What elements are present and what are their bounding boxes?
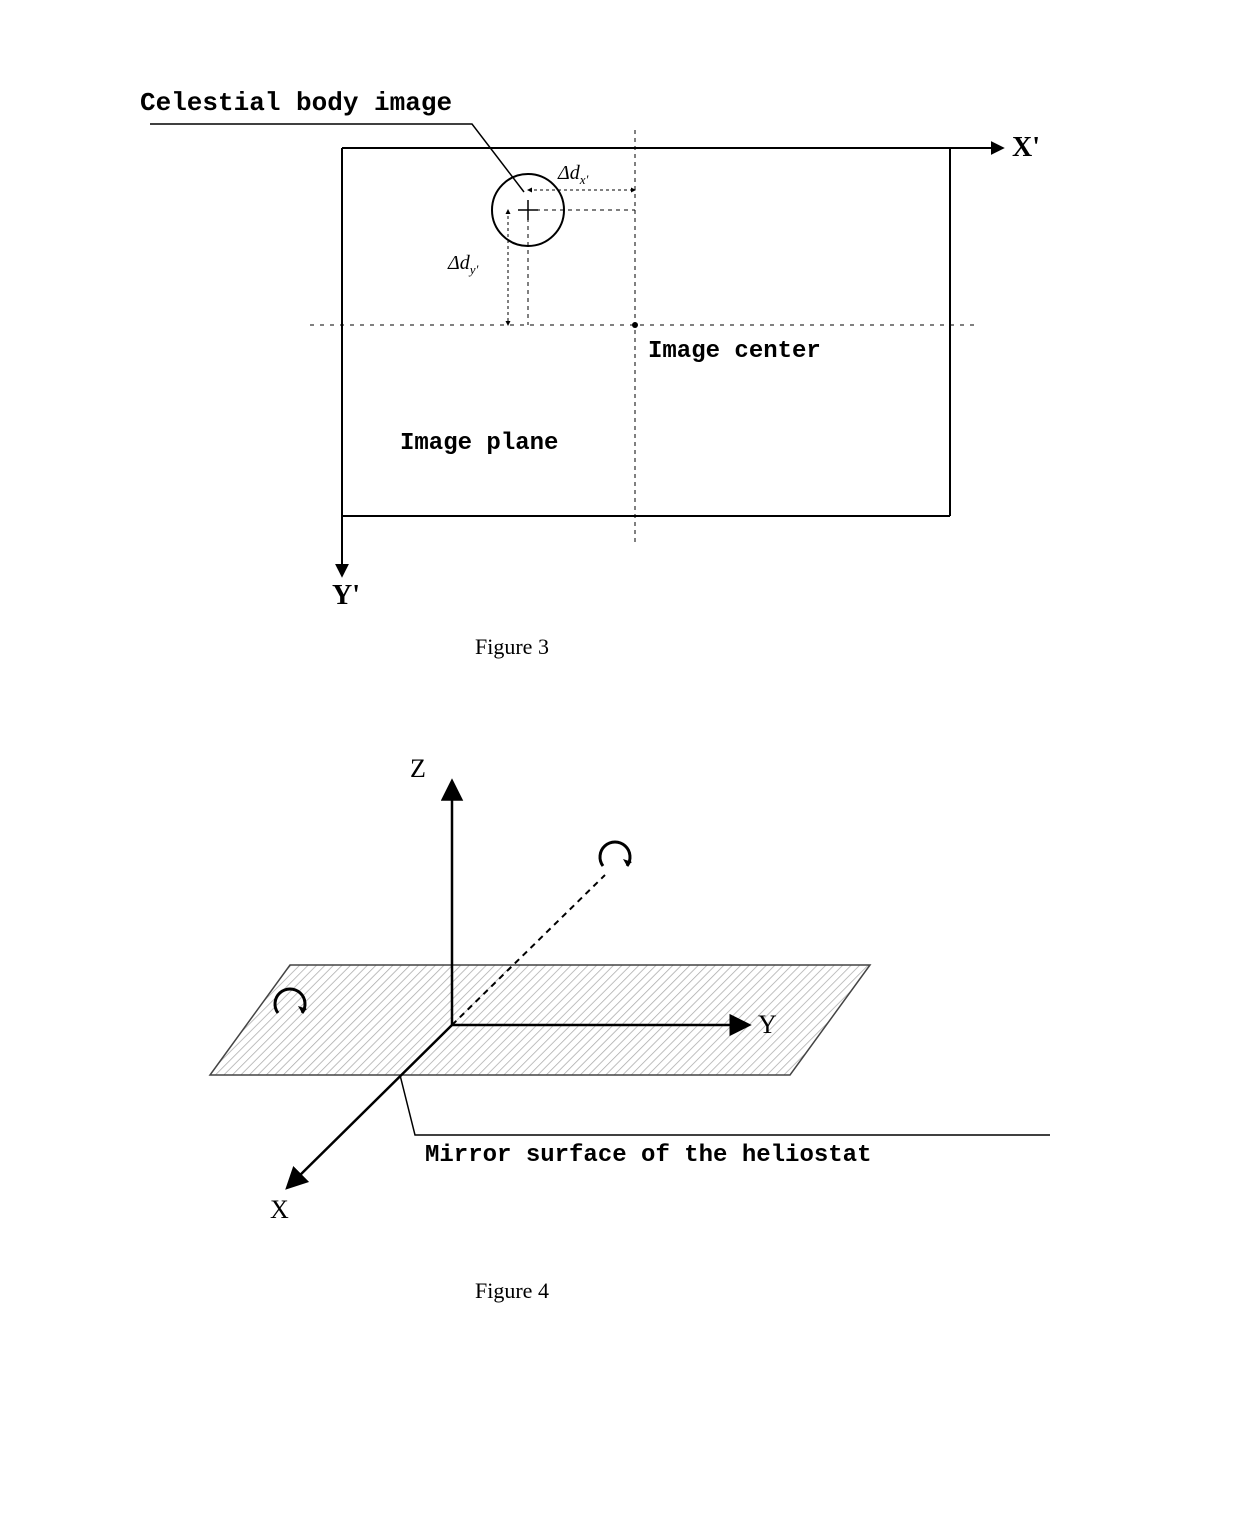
figure-3-caption: Figure 3 — [475, 634, 549, 660]
celestial-body-title: Celestial body image — [140, 88, 452, 118]
rotation-icon-diagonal — [600, 842, 632, 866]
image-plane-label: Image plane — [400, 430, 558, 457]
delta-dx-label: Δdx' — [558, 162, 588, 188]
figure-4-caption: Figure 4 — [475, 1278, 549, 1304]
mirror-leader — [400, 1075, 1050, 1135]
x-axis-label: X — [270, 1195, 289, 1225]
z-axis-label: Z — [410, 754, 426, 784]
x-prime-label: X' — [1012, 132, 1040, 164]
figure-3 — [150, 124, 1002, 575]
y-prime-label: Y' — [332, 580, 360, 612]
image-center-dot — [632, 322, 638, 328]
image-center-label: Image center — [648, 338, 821, 365]
mirror-surface-label: Mirror surface of the heliostat — [425, 1142, 871, 1169]
delta-dy-label: Δdy' — [448, 252, 478, 278]
y-axis-label: Y — [758, 1010, 777, 1040]
callout-line — [150, 124, 524, 192]
figure-4 — [210, 785, 1050, 1185]
